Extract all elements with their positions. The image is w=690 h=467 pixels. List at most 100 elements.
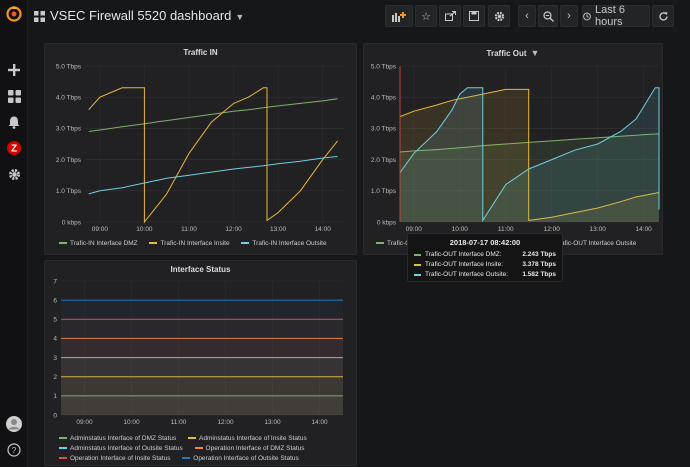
star-icon: ☆ — [421, 10, 431, 23]
save-button[interactable] — [463, 5, 485, 27]
interface-status-legend: Adminstatus Interface of DMZ Status Admi… — [59, 434, 317, 464]
topbar: VSEC Firewall 5520 dashboard ▼ ☆ ‹ › Last… — [28, 0, 690, 34]
time-range-picker[interactable]: Last 6 hours — [582, 4, 650, 28]
series-area — [61, 357, 343, 415]
x-tick-label: 14:00 — [636, 226, 653, 233]
y-tick-label: 5.0 Tbps — [371, 63, 397, 70]
x-tick-label: 09:00 — [76, 419, 93, 426]
interface-status-chart[interactable]: 0 1 2 3 4 5 6 7 09:00 10:00 11:00 12:00 13:00 14:00 — [45, 273, 358, 445]
zoom-out-button[interactable] — [538, 5, 558, 27]
x-tick-label: 09:00 — [406, 226, 423, 233]
dashboards-icon[interactable] — [0, 86, 28, 106]
interface-status-panel: Interface Status 0 1 2 3 4 5 6 7 09:00 10:00 11:00… — [44, 260, 357, 466]
dashboard-title: VSEC Firewall 5520 dashboard — [50, 8, 232, 23]
legend-item[interactable]: Trafic-IN Interface Outsite — [241, 240, 327, 247]
zabbix-icon[interactable]: Z — [0, 138, 28, 158]
y-tick-label: 0 kbps — [377, 219, 397, 226]
y-tick-label: 1 — [53, 393, 57, 400]
series-area — [61, 338, 343, 415]
configuration-gear-icon[interactable] — [0, 164, 28, 184]
legend-item[interactable]: Trafic-IN Interface DMZ — [59, 240, 138, 247]
legend-item[interactable]: Operation Interface of Insite Status — [59, 454, 170, 464]
y-tick-label: 4 — [53, 336, 57, 343]
tooltip-row: Trafic-OUT Interface Outsite: 1.582 Tbps — [414, 270, 556, 279]
series-line — [88, 87, 338, 224]
add-panel-button[interactable] — [385, 5, 413, 27]
help-icon[interactable]: ? — [0, 440, 28, 460]
legend-item[interactable]: Adminstatus Interface of DMZ Status — [59, 434, 176, 444]
series-area — [400, 87, 659, 222]
tooltip-row: Trafic-OUT Interface DMZ: 2.243 Tbps — [414, 250, 556, 259]
x-tick-label: 09:00 — [92, 226, 109, 233]
share-button[interactable] — [439, 5, 461, 27]
x-tick-label: 10:00 — [136, 226, 153, 233]
x-tick-label: 11:00 — [181, 226, 197, 233]
y-tick-label: 6 — [53, 297, 57, 304]
y-tick-label: 2.0 Tbps — [371, 157, 397, 164]
series-area — [61, 319, 343, 415]
y-tick-label: 4.0 Tbps — [371, 95, 397, 102]
time-shift-forward-button[interactable]: › — [560, 5, 578, 27]
legend-item[interactable]: Trafic-O — [376, 240, 410, 247]
y-tick-label: 7 — [53, 278, 57, 285]
y-tick-label: 5 — [53, 317, 57, 324]
legend-item[interactable]: Trafic-IN Interface Insite — [149, 240, 230, 247]
series-line — [88, 98, 338, 132]
x-tick-label: 13:00 — [264, 419, 281, 426]
share-icon — [444, 11, 456, 21]
grafana-logo-icon[interactable] — [0, 4, 28, 24]
y-tick-label: 5.0 Tbps — [56, 63, 82, 70]
x-tick-label: 12:00 — [217, 419, 234, 426]
x-tick-label: 13:00 — [270, 226, 287, 233]
y-tick-label: 4.0 Tbps — [56, 95, 82, 102]
alerting-bell-icon[interactable] — [0, 112, 28, 132]
traffic-in-chart[interactable]: 0 kbps 1.0 Tbps 2.0 Tbps 3.0 Tbps 4.0 Tbps 5.… — [45, 58, 358, 248]
chevron-down-icon: ▼ — [235, 12, 245, 22]
add-panel-icon — [392, 12, 406, 22]
refresh-button[interactable] — [652, 5, 674, 27]
x-tick-label: 12:00 — [544, 226, 561, 233]
traffic-out-chart[interactable]: 0 kbps 1.0 Tbps 2.0 Tbps 3.0 Tbps 4.0 Tbps 5.… — [364, 58, 664, 248]
dashboard-grid-icon — [34, 9, 45, 27]
panel-title-dropdown[interactable]: Traffic Out ▼ — [486, 48, 540, 58]
tooltip-row: Trafic-OUT Interface Insite: 3.378 Tbps — [414, 260, 556, 269]
x-tick-label: 10:00 — [123, 419, 140, 426]
time-shift-back-button[interactable]: ‹ — [518, 5, 536, 27]
y-tick-label: 2.0 Tbps — [56, 157, 82, 164]
series-line — [399, 88, 660, 221]
x-tick-label: 14:00 — [311, 419, 328, 426]
x-tick-label: 13:00 — [590, 226, 607, 233]
user-avatar-icon[interactable] — [0, 414, 28, 434]
plus-icon[interactable] — [0, 60, 28, 80]
chevron-down-icon: ▼ — [530, 48, 540, 58]
zabbix-letter: Z — [11, 144, 17, 155]
panel-title[interactable]: Traffic IN — [183, 48, 218, 57]
sidebar: Z ? — [0, 0, 28, 467]
clock-icon — [583, 12, 591, 20]
star-button[interactable]: ☆ — [415, 5, 437, 27]
zoom-out-icon — [542, 10, 554, 22]
y-tick-label: 3 — [53, 355, 57, 362]
settings-button[interactable] — [488, 5, 510, 27]
y-tick-label: 1.0 Tbps — [371, 188, 397, 195]
legend-item[interactable]: Operation Interface of Outsite Status — [182, 454, 299, 464]
refresh-icon — [658, 11, 668, 21]
series-line — [88, 156, 338, 195]
x-tick-label: 14:00 — [315, 226, 332, 233]
legend-item[interactable]: Operation Interface of DMZ Status — [194, 444, 305, 454]
y-tick-label: 3.0 Tbps — [371, 126, 397, 133]
save-icon — [469, 11, 479, 21]
graph-tooltip: 2018-07-17 08:42:00 Trafic-OUT Interface… — [407, 233, 563, 282]
series-area — [400, 89, 659, 223]
legend-item[interactable]: Adminstatus Interface of Insite Status — [188, 434, 307, 444]
legend-item[interactable]: Adminstatus Interface of Outsite Status — [59, 444, 183, 454]
x-tick-label: 12:00 — [225, 226, 242, 233]
panel-title[interactable]: Interface Status — [170, 265, 231, 274]
series-area — [61, 376, 343, 415]
chevron-left-icon: ‹ — [525, 10, 529, 22]
dashboard-title-dropdown[interactable]: VSEC Firewall 5520 dashboard ▼ — [50, 8, 244, 23]
y-tick-label: 0 — [53, 412, 57, 419]
series-area — [400, 133, 659, 222]
x-tick-label: 11:00 — [498, 226, 514, 233]
traffic-out-panel: Traffic Out ▼ 0 kbps 1.0 Tbps 2.0 Tbps 3.0 T… — [363, 43, 663, 255]
